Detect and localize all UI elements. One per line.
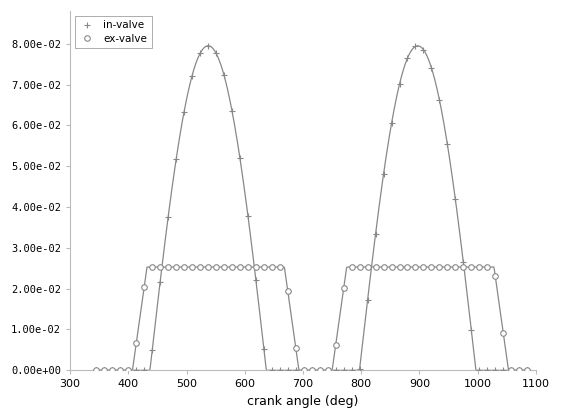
in-valve bbox=[93, 368, 100, 373]
in-valve bbox=[516, 368, 522, 373]
X-axis label: crank angle (deg): crank angle (deg) bbox=[247, 395, 358, 408]
in-valve bbox=[197, 51, 204, 56]
ex-valve bbox=[141, 284, 148, 289]
ex-valve bbox=[260, 264, 267, 269]
ex-valve bbox=[516, 368, 522, 373]
ex-valve bbox=[205, 264, 211, 269]
ex-valve bbox=[524, 368, 531, 373]
Legend: in-valve, ex-valve: in-valve, ex-valve bbox=[75, 16, 151, 48]
in-valve bbox=[141, 368, 148, 373]
in-valve bbox=[260, 346, 267, 351]
ex-valve bbox=[93, 368, 100, 373]
in-valve bbox=[484, 368, 491, 373]
Line: in-valve: in-valve bbox=[93, 42, 531, 374]
Line: ex-valve: ex-valve bbox=[94, 264, 530, 373]
in-valve bbox=[173, 157, 180, 162]
ex-valve bbox=[149, 264, 155, 269]
ex-valve bbox=[181, 264, 187, 269]
in-valve bbox=[524, 368, 531, 373]
ex-valve bbox=[484, 264, 491, 269]
in-valve bbox=[205, 43, 211, 48]
